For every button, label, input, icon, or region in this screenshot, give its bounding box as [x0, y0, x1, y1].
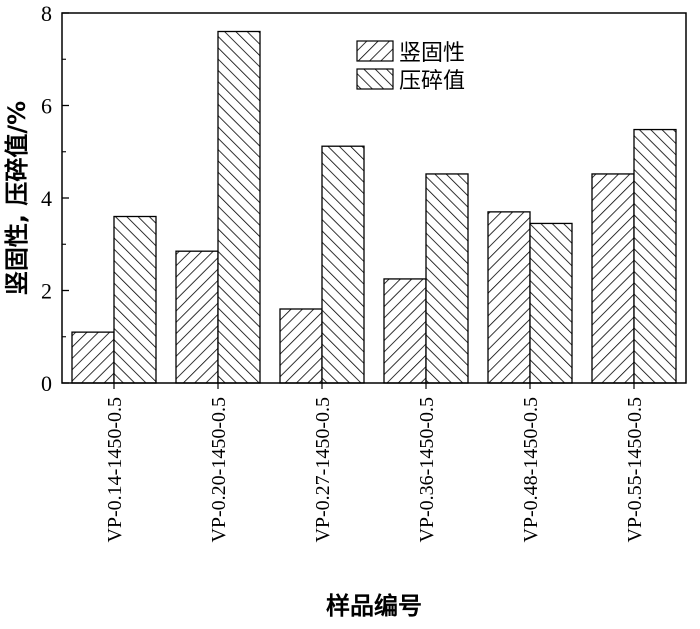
y-tick-label: 6 [41, 94, 52, 119]
y-axis-ticks [62, 12, 69, 384]
bar-series-1-cat-5 [487, 211, 531, 384]
x-axis-ticks [113, 383, 635, 389]
bar-series-1-cat-4 [383, 278, 427, 384]
x-tick-labels: VP-0.14-1450-0.5 VP-0.20-1450-0.5 VP-0.27-… [104, 397, 646, 543]
legend-label-series-2: 压碎值 [399, 69, 465, 94]
legend-swatch-series-2 [356, 68, 394, 90]
y-tick-label: 8 [41, 1, 52, 26]
x-category-label: VP-0.55-1450-0.5 [624, 397, 646, 543]
y-tick-label: 2 [41, 279, 52, 304]
bars-group [71, 30, 677, 384]
bar-series-2-cat-6 [633, 128, 677, 384]
bar-series-1-cat-3 [279, 308, 323, 384]
bar-series-1-cat-6 [591, 173, 635, 384]
x-category-label: VP-0.36-1450-0.5 [416, 397, 438, 543]
bar-series-2-cat-2 [217, 30, 261, 384]
y-tick-label: 0 [41, 371, 52, 396]
legend: 竖固性 压碎值 [356, 40, 465, 94]
y-tick-label: 4 [41, 186, 52, 211]
bar-series-2-cat-5 [529, 222, 573, 384]
x-category-label: VP-0.14-1450-0.5 [104, 397, 126, 543]
x-category-label: VP-0.48-1450-0.5 [520, 397, 542, 543]
x-category-label: VP-0.27-1450-0.5 [312, 397, 334, 543]
legend-label-series-1: 竖固性 [399, 41, 465, 66]
bar-series-1-cat-2 [175, 250, 219, 384]
x-axis-title: 样品编号 [326, 592, 422, 620]
y-axis-title: 竖固性, 压碎值/% [3, 101, 31, 295]
bar-series-2-cat-4 [425, 173, 469, 384]
bar-series-2-cat-1 [113, 215, 157, 384]
x-category-label: VP-0.20-1450-0.5 [208, 397, 230, 543]
y-tick-labels: 0 2 4 6 8 [41, 1, 52, 396]
legend-swatch-series-1 [356, 40, 394, 62]
bar-series-1-cat-1 [71, 331, 115, 384]
plot-frame [61, 12, 687, 384]
bar-series-2-cat-3 [321, 145, 365, 384]
